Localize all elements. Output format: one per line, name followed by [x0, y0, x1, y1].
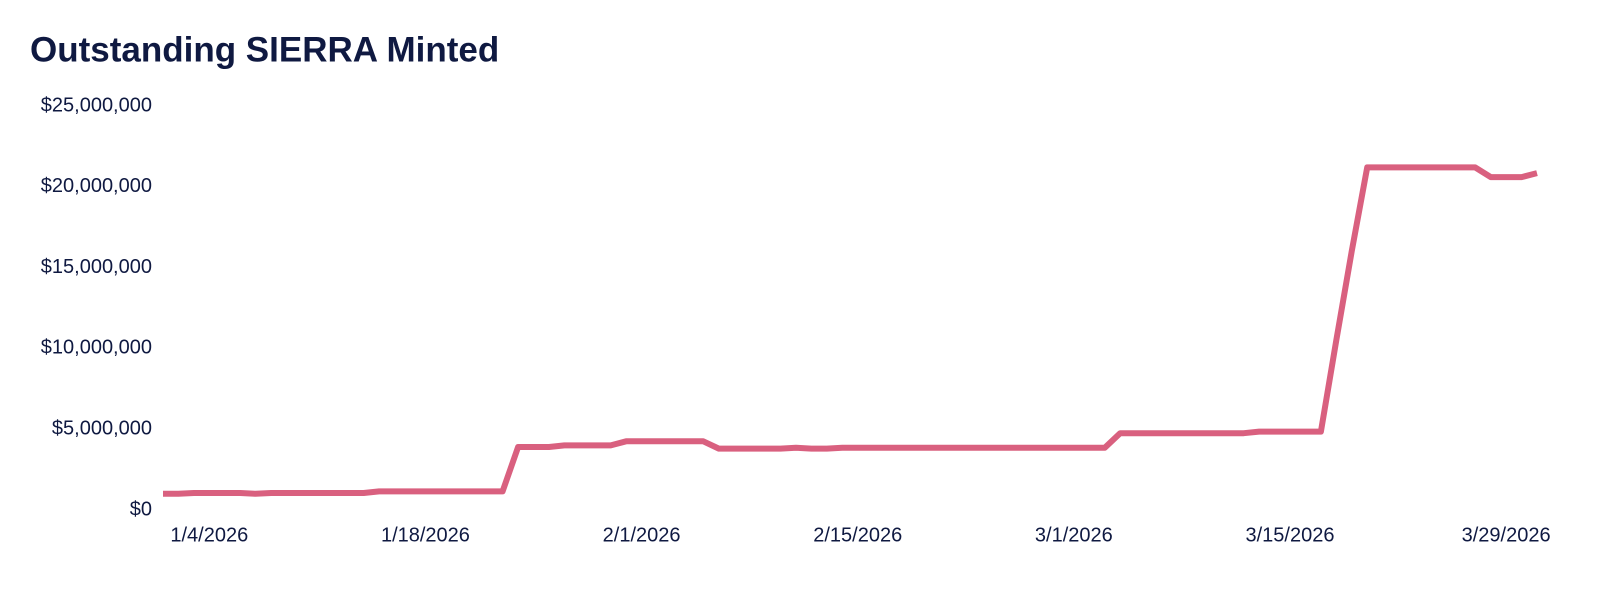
chart-title: Outstanding SIERRA Minted [30, 30, 499, 69]
x-tick-label: 2/15/2026 [813, 524, 902, 546]
y-tick-label: $20,000,000 [41, 175, 152, 197]
x-tick-label: 1/18/2026 [381, 524, 470, 546]
x-tick-label: 2/1/2026 [603, 524, 681, 546]
data-line [163, 164, 1538, 497]
y-tick-label: $5,000,000 [52, 417, 152, 439]
y-tick-label: $10,000,000 [41, 337, 152, 359]
y-tick-label: $15,000,000 [41, 256, 152, 278]
y-tick-label: $25,000,000 [41, 94, 152, 116]
x-tick-label: 1/4/2026 [170, 524, 248, 546]
x-tick-label: 3/1/2026 [1035, 524, 1113, 546]
y-tick-label: $0 [130, 498, 152, 520]
x-tick-label: 3/29/2026 [1462, 524, 1551, 546]
x-tick-label: 3/15/2026 [1245, 524, 1334, 546]
